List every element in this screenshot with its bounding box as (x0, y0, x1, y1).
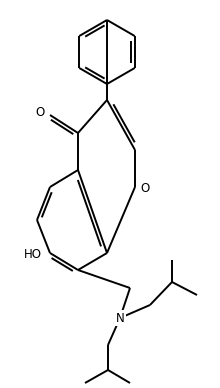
Text: O: O (140, 182, 149, 194)
Text: O: O (36, 106, 45, 120)
Text: N: N (116, 312, 124, 324)
Text: HO: HO (24, 248, 42, 262)
